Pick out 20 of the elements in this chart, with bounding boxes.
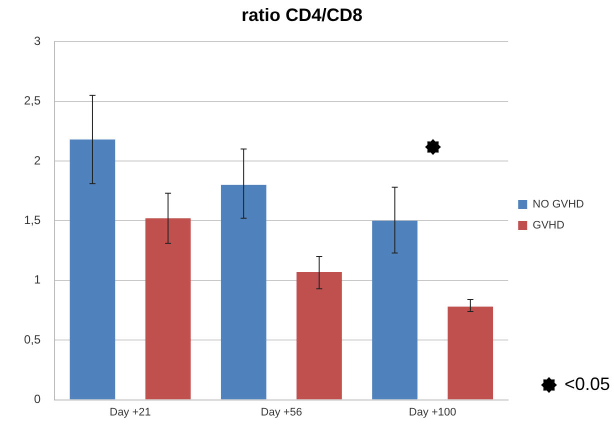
legend-label: NO GVHD: [532, 198, 584, 211]
y-tick-label: 0: [34, 392, 41, 406]
bar: [70, 140, 116, 400]
x-tick-label: Day +56: [260, 406, 302, 418]
bar: [372, 220, 418, 400]
x-tick-label: Day +100: [408, 406, 456, 418]
bar: [220, 184, 266, 400]
text: <0.05: [564, 374, 610, 395]
bar: [448, 306, 494, 400]
y-tick-label: 2,5: [24, 94, 41, 108]
y-tick-label: 1,5: [24, 213, 41, 228]
legend-label: GVHD: [532, 220, 564, 232]
y-tick-label: 2: [34, 153, 41, 168]
y-tick-label: 3: [34, 34, 41, 48]
bar: [296, 272, 342, 400]
chart-title: ratio CD4/CD8: [241, 4, 363, 25]
bar: [145, 218, 191, 400]
y-tick-label: 0,5: [24, 332, 41, 346]
x-tick-label: Day +21: [110, 406, 151, 418]
y-tick-label: 1: [34, 272, 41, 287]
